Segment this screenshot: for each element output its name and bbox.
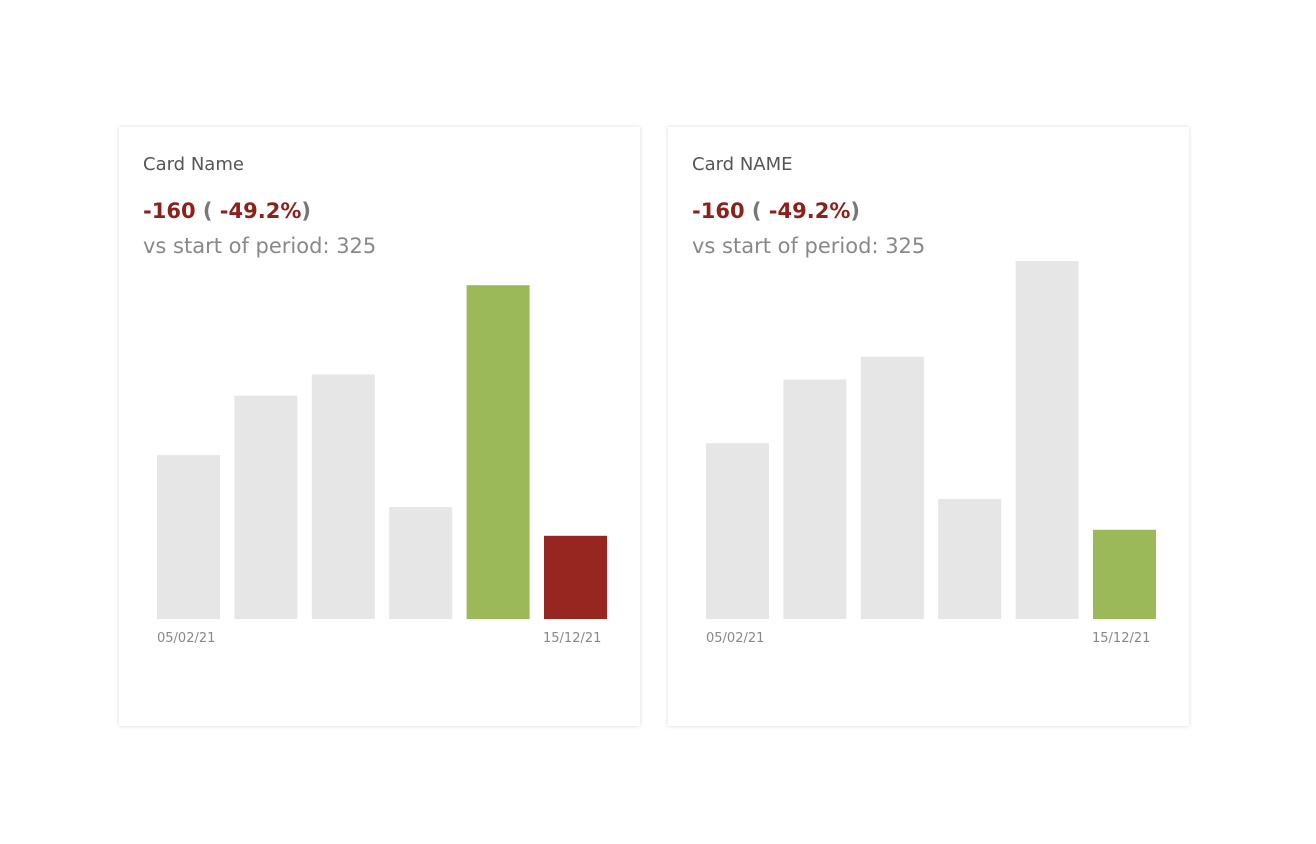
bar-chart [706,261,1156,619]
card-2: Card NAME -160 ( -49.2%) vs start of per… [668,127,1189,726]
bar [783,379,847,619]
delta-value: -160 ( -49.2%) [692,199,860,223]
bar [1093,529,1156,619]
bar [544,535,607,619]
delta-abs: -160 [143,199,196,223]
delta-pct: -49.2% [219,199,302,223]
bar-chart [157,285,607,619]
card-title: Card Name [143,154,244,175]
card-subtitle: vs start of period: 325 [143,234,377,258]
bar [234,395,298,619]
card-title: Card NAME [692,154,793,175]
bar [938,498,1002,619]
x-end-label: 15/12/21 [543,631,602,646]
card-1: Card Name -160 ( -49.2%) vs start of per… [119,127,640,726]
x-start-label: 05/02/21 [157,631,216,646]
delta-abs: -160 [692,199,745,223]
bar [466,285,530,619]
delta-pct: -49.2% [768,199,851,223]
bar [706,443,769,619]
x-end-label: 15/12/21 [1092,631,1151,646]
bar [311,374,375,619]
bar [1015,261,1079,619]
bar [157,455,220,619]
card-subtitle: vs start of period: 325 [692,234,926,258]
delta-value: -160 ( -49.2%) [143,199,311,223]
bar [389,507,453,619]
x-start-label: 05/02/21 [706,631,765,646]
bar [860,356,924,619]
